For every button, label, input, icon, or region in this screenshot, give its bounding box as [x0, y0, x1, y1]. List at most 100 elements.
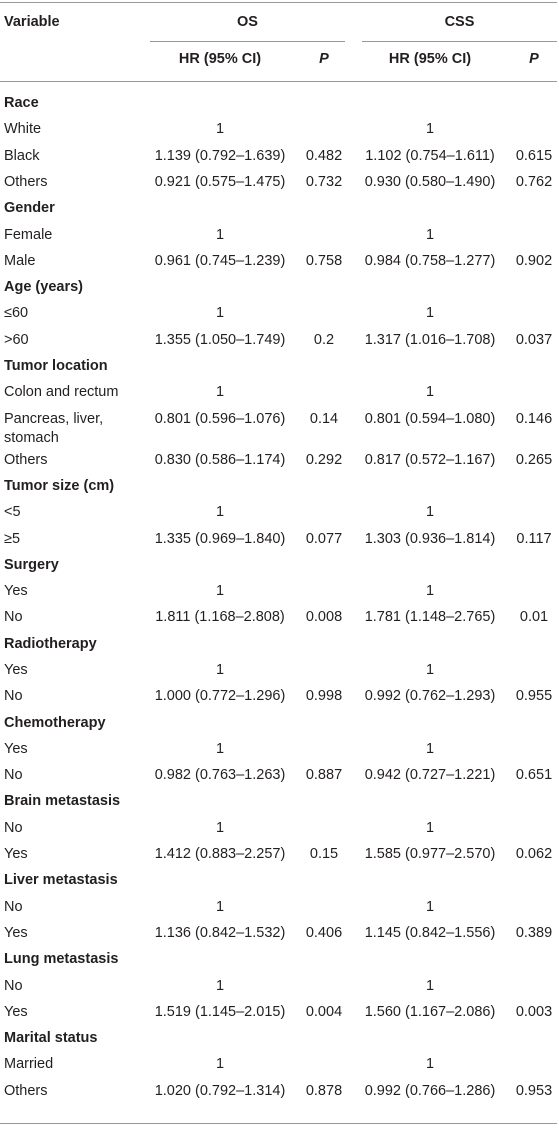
bottom-rule	[0, 1123, 557, 1124]
os-hr-cell: 1.139 (0.792–1.639)	[154, 148, 286, 164]
row-label: >60	[4, 332, 29, 348]
group-heading: Liver metastasis	[4, 872, 118, 888]
os-p-cell: 0.14	[309, 411, 339, 427]
css-p-cell: 0.037	[515, 332, 553, 348]
row-label: Others	[4, 174, 48, 190]
row-label: Married	[4, 1056, 54, 1072]
css-hr-cell: 1.317 (1.016–1.708)	[364, 332, 496, 348]
os-p-cell: 0.732	[305, 174, 343, 190]
css-hr-cell: 0.984 (0.758–1.277)	[364, 253, 496, 269]
os-p-cell: 0.887	[305, 767, 343, 783]
css-hr-cell: 1.102 (0.754–1.611)	[365, 148, 495, 164]
css-hr-cell: 1	[425, 820, 435, 836]
css-p-cell: 0.955	[515, 688, 553, 704]
css-hr-cell: 1	[425, 384, 435, 400]
group-heading: Marital status	[4, 1030, 98, 1046]
os-p-cell: 0.998	[305, 688, 343, 704]
os-hr-cell: 1.412 (0.883–2.257)	[154, 846, 286, 862]
row-label: Pancreas, liver,	[4, 411, 104, 427]
group-heading: Surgery	[4, 557, 59, 573]
css-hr-cell: 1.145 (0.842–1.556)	[364, 925, 496, 941]
os-hr-cell: 1	[215, 583, 225, 599]
group-heading: Brain metastasis	[4, 793, 121, 809]
header-css-p: P	[529, 51, 539, 67]
os-p-cell: 0.008	[305, 609, 343, 625]
os-hr-cell: 1	[215, 504, 225, 520]
os-hr-cell: 1	[215, 305, 225, 321]
os-subrule	[150, 41, 345, 42]
os-hr-cell: 1.136 (0.842–1.532)	[154, 925, 286, 941]
row-label: No	[4, 688, 23, 704]
css-hr-cell: 0.930 (0.580–1.490)	[364, 174, 496, 190]
row-label: Yes	[4, 662, 28, 678]
group-heading: Tumor location	[4, 358, 108, 374]
css-p-cell: 0.003	[515, 1004, 553, 1020]
row-label: Yes	[4, 846, 28, 862]
os-hr-cell: 1.811 (1.168–2.808)	[155, 609, 285, 625]
header-os: OS	[237, 14, 258, 30]
css-hr-cell: 1.781 (1.148–2.765)	[364, 609, 496, 625]
row-label: Yes	[4, 1004, 28, 1020]
os-hr-cell: 0.982 (0.763–1.263)	[154, 767, 286, 783]
row-label: Yes	[4, 741, 28, 757]
row-label-line2: stomach	[4, 430, 59, 446]
os-hr-cell: 1	[215, 384, 225, 400]
css-p-cell: 0.651	[515, 767, 553, 783]
row-label: Others	[4, 452, 48, 468]
os-hr-cell: 0.801 (0.596–1.076)	[154, 411, 286, 427]
os-p-cell: 0.878	[305, 1083, 343, 1099]
css-hr-cell: 0.992 (0.766–1.286)	[364, 1083, 496, 1099]
os-p-cell: 0.292	[305, 452, 343, 468]
css-p-cell: 0.146	[515, 411, 553, 427]
css-hr-cell: 1.585 (0.977–2.570)	[364, 846, 496, 862]
os-hr-cell: 1.519 (1.145–2.015)	[154, 1004, 286, 1020]
os-hr-cell: 1.020 (0.792–1.314)	[154, 1083, 286, 1099]
css-hr-cell: 1	[425, 899, 435, 915]
os-p-cell: 0.004	[305, 1004, 343, 1020]
os-hr-cell: 1	[215, 227, 225, 243]
row-label: <5	[4, 504, 21, 520]
os-p-cell: 0.2	[313, 332, 335, 348]
row-label: ≥5	[4, 531, 21, 547]
group-heading: Age (years)	[4, 279, 83, 295]
os-p-cell: 0.758	[305, 253, 343, 269]
row-label: Black	[4, 148, 40, 164]
os-p-cell: 0.15	[309, 846, 339, 862]
row-label: Yes	[4, 925, 28, 941]
os-hr-cell: 1	[215, 820, 225, 836]
os-p-cell: 0.077	[305, 531, 343, 547]
css-hr-cell: 1.560 (1.167–2.086)	[364, 1004, 496, 1020]
row-label: White	[4, 121, 42, 137]
css-p-cell: 0.902	[515, 253, 553, 269]
top-rule	[0, 2, 557, 3]
css-hr-cell: 1.303 (0.936–1.814)	[364, 531, 496, 547]
row-label: No	[4, 609, 23, 625]
css-p-cell: 0.953	[515, 1083, 553, 1099]
group-heading: Lung metastasis	[4, 951, 119, 967]
group-heading: Gender	[4, 200, 55, 216]
header-css-hr: HR (95% CI)	[388, 51, 472, 67]
row-label: Others	[4, 1083, 48, 1099]
css-hr-cell: 0.942 (0.727–1.221)	[364, 767, 496, 783]
group-heading: Race	[4, 95, 39, 111]
css-hr-cell: 1	[425, 1056, 435, 1072]
os-hr-cell: 1	[215, 741, 225, 757]
css-hr-cell: 0.801 (0.594–1.080)	[364, 411, 496, 427]
os-hr-cell: 1	[215, 662, 225, 678]
os-hr-cell: 0.961 (0.745–1.239)	[154, 253, 286, 269]
header-os-hr: HR (95% CI)	[178, 51, 262, 67]
os-hr-cell: 0.830 (0.586–1.174)	[154, 452, 286, 468]
css-hr-cell: 1	[425, 121, 435, 137]
css-p-cell: 0.762	[515, 174, 553, 190]
css-hr-cell: 1	[425, 305, 435, 321]
css-p-cell: 0.01	[519, 609, 549, 625]
css-p-cell: 0.062	[515, 846, 553, 862]
os-hr-cell: 1	[215, 978, 225, 994]
css-subrule	[362, 41, 557, 42]
os-hr-cell: 1.335 (0.969–1.840)	[154, 531, 286, 547]
row-label: ≤60	[4, 305, 29, 321]
os-p-cell: 0.406	[305, 925, 343, 941]
os-hr-cell: 1.355 (1.050–1.749)	[154, 332, 286, 348]
os-hr-cell: 1	[215, 899, 225, 915]
header-variable: Variable	[4, 14, 60, 30]
